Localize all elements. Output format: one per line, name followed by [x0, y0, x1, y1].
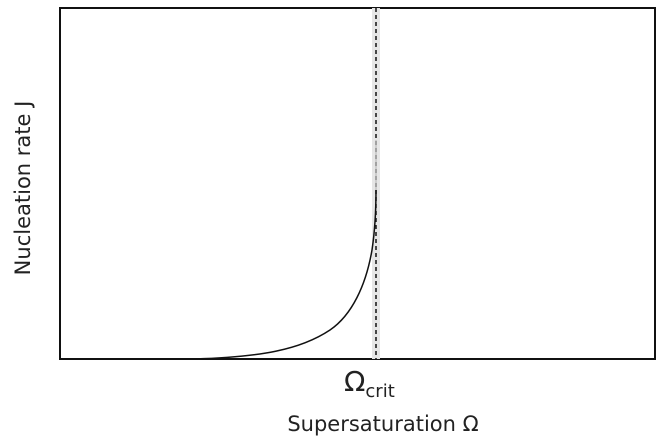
nucleation-curve [194, 189, 377, 360]
omega-symbol: Ω [344, 365, 365, 398]
y-axis-label: Nucleation rate J [11, 101, 35, 276]
critical-label: Ωcrit [344, 365, 395, 402]
x-axis-label: Supersaturation Ω [287, 412, 478, 436]
plot-frame [59, 7, 656, 360]
crit-subscript: crit [365, 381, 394, 402]
